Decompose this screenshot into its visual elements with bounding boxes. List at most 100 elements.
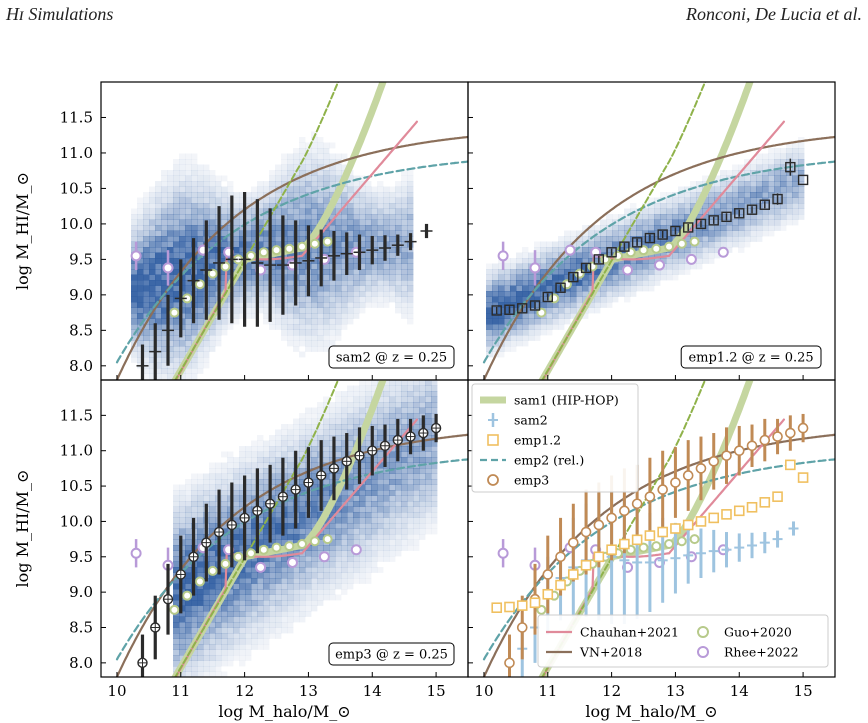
hist-cell xyxy=(684,186,691,193)
y-tick-label: 9.5 xyxy=(69,548,93,566)
hist-cell xyxy=(546,318,553,325)
hist-cell xyxy=(365,561,372,568)
hist-cell xyxy=(329,247,336,253)
hist-cell xyxy=(401,186,408,193)
hist-cell xyxy=(311,269,318,275)
hist-cell xyxy=(173,351,180,358)
hist-cell xyxy=(227,258,234,264)
hist-cell xyxy=(299,589,306,595)
hist-cell xyxy=(305,567,312,573)
hist-cell xyxy=(257,556,264,562)
hist-cell xyxy=(221,501,228,507)
rhee2022-point xyxy=(286,556,298,568)
hist-cell xyxy=(257,225,264,231)
guo2020-point xyxy=(220,558,231,569)
hist-cell xyxy=(197,616,204,623)
hist-cell xyxy=(215,335,222,341)
hist-cell xyxy=(744,225,751,231)
hist-cell xyxy=(197,368,204,374)
hist-cell xyxy=(191,225,198,231)
hist-cell xyxy=(341,512,348,518)
hist-cell xyxy=(407,296,414,303)
hist-cell xyxy=(606,274,613,281)
hist-cell xyxy=(269,318,276,325)
hist-cell xyxy=(636,208,643,215)
hist-cell xyxy=(323,501,330,507)
hist-cell xyxy=(696,258,703,264)
hist-cell xyxy=(744,175,751,182)
hist-cell xyxy=(239,600,246,606)
hist-cell xyxy=(618,291,625,297)
hist-cell xyxy=(161,181,168,187)
legend-bottom-label: Rhee+2022 xyxy=(724,645,799,660)
hist-cell xyxy=(173,263,180,270)
hist-cell xyxy=(383,296,390,303)
hist-cell xyxy=(714,252,721,259)
hist-cell xyxy=(245,644,252,650)
hist-cell xyxy=(269,263,276,270)
hist-cell xyxy=(179,197,186,204)
hist-cell xyxy=(431,523,438,529)
median-marker xyxy=(568,271,579,283)
y-tick-label: 11.5 xyxy=(60,108,93,126)
hist-cell xyxy=(341,241,348,248)
hist-cell xyxy=(413,380,420,386)
hist-cell xyxy=(137,274,144,281)
hist-cell xyxy=(425,495,432,502)
hist-cell xyxy=(203,638,210,645)
hist-cell xyxy=(173,501,180,507)
hist-cell xyxy=(155,307,162,314)
hist-cell xyxy=(233,600,240,606)
hist-cell xyxy=(395,396,402,403)
hist-cell xyxy=(504,313,511,319)
hist-cell xyxy=(179,501,186,507)
hist-cell xyxy=(275,307,282,314)
hist-cell xyxy=(311,186,318,193)
hist-cell xyxy=(600,241,607,248)
hist-cell xyxy=(359,556,366,562)
hist-cell xyxy=(185,517,192,524)
hist-cell xyxy=(335,219,342,226)
median-marker xyxy=(631,237,643,248)
hist-cell xyxy=(269,517,276,524)
hist-cell xyxy=(389,440,396,447)
hist-cell xyxy=(666,230,673,237)
hist-cell xyxy=(197,357,204,363)
hist-cell xyxy=(281,539,288,546)
chauhan2021-curve xyxy=(174,120,418,380)
hist-cell xyxy=(233,605,240,612)
legend-top-label: sam2 xyxy=(514,413,548,428)
hist-cell xyxy=(323,318,330,325)
hist-cell xyxy=(395,528,402,535)
hist-cell xyxy=(227,192,234,198)
hist-cell xyxy=(257,462,264,469)
hist-cell xyxy=(371,424,378,430)
hist-cell xyxy=(137,203,144,209)
hist-cell xyxy=(672,219,679,226)
hist-cell xyxy=(287,528,294,535)
hist-cell xyxy=(323,517,330,524)
hist-cell xyxy=(329,318,336,325)
hist-cell xyxy=(335,335,342,341)
hist-cell xyxy=(540,258,547,264)
panel-bottom-left xyxy=(115,380,468,677)
hist-cell xyxy=(365,479,372,485)
hist-cell xyxy=(287,219,294,226)
hist-cell xyxy=(371,512,378,518)
hist-cell xyxy=(257,484,264,491)
hist-cell xyxy=(660,274,667,281)
median-marker xyxy=(721,211,732,223)
hist-cell xyxy=(179,159,186,165)
hist-cell xyxy=(197,208,204,215)
hist-cell xyxy=(329,484,336,491)
hist-cell xyxy=(365,495,372,502)
hist-cell xyxy=(323,230,330,237)
hist-cell xyxy=(750,219,757,226)
hist-cell xyxy=(401,468,408,474)
x-tick-label: 13 xyxy=(299,682,318,700)
hist-cell xyxy=(389,451,396,458)
hist-cell xyxy=(197,258,204,264)
hist-cell xyxy=(792,203,799,209)
hist-cell xyxy=(269,605,276,612)
emp12-marker xyxy=(772,491,783,502)
